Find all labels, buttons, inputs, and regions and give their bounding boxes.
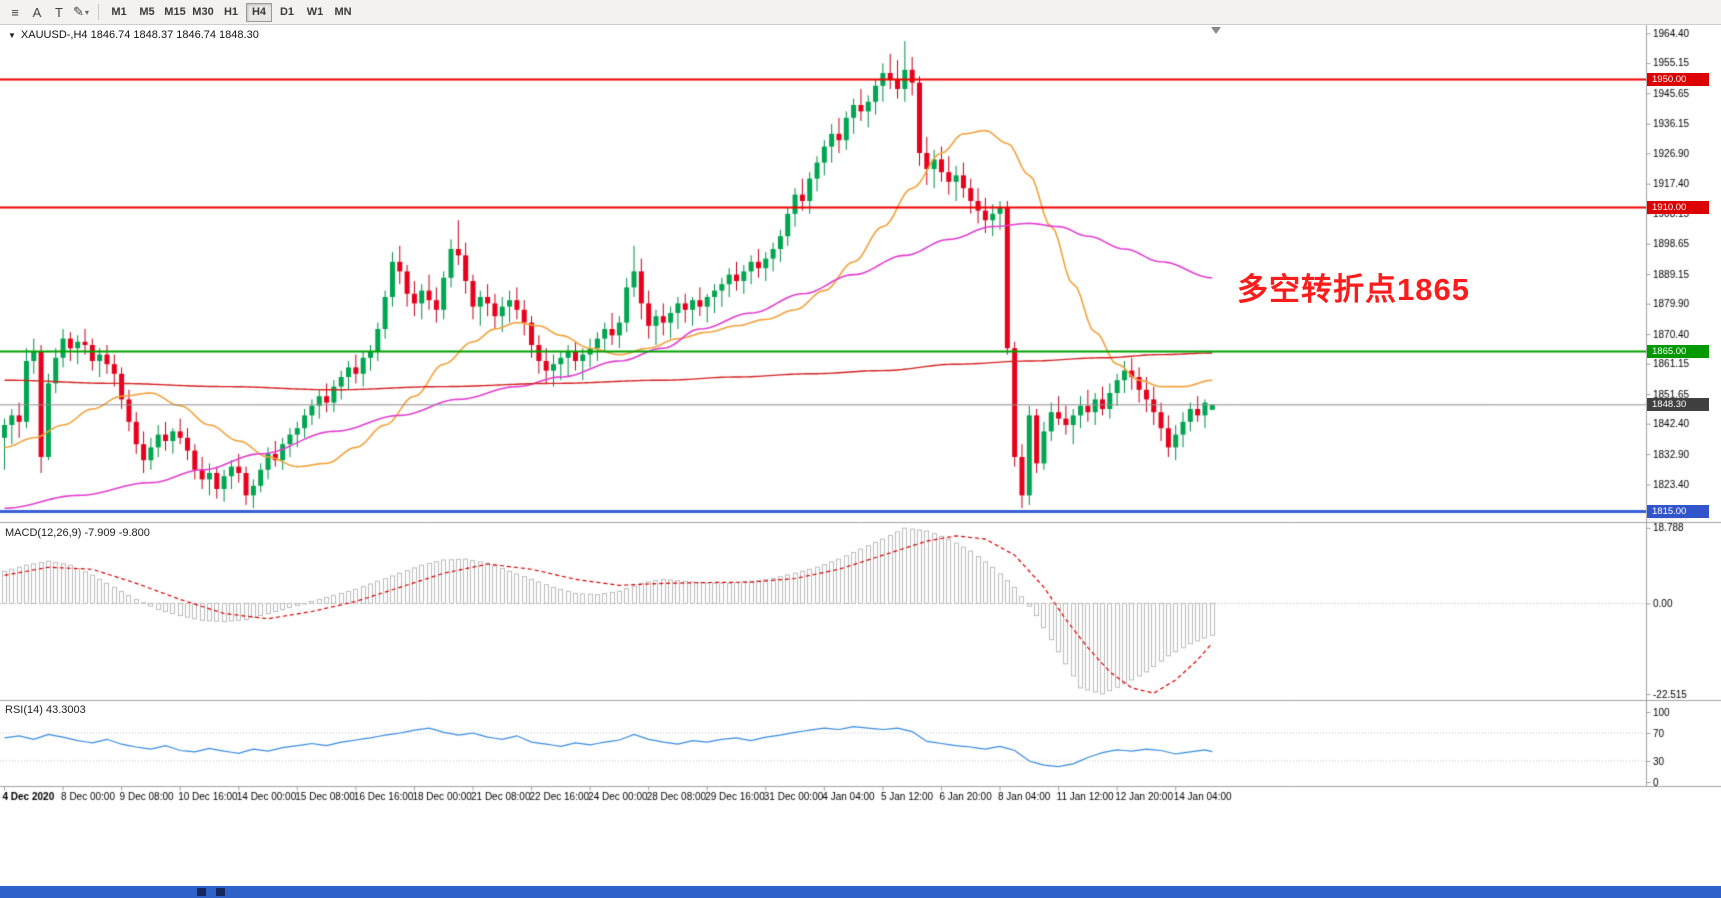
timeframe-mn-button[interactable]: MN (334, 6, 352, 18)
timeframe-h1-button[interactable]: H1 (223, 6, 239, 18)
bottom-bar-marker (216, 888, 225, 896)
text-tool[interactable]: A (32, 4, 42, 20)
chart-area[interactable] (0, 25, 1721, 811)
timeframe-m5-button[interactable]: M5 (139, 6, 155, 18)
bottom-bar-marker (197, 888, 206, 896)
timeframe-m1-button[interactable]: M1 (111, 6, 127, 18)
rsi-pane-separator[interactable] (0, 698, 1721, 703)
price-tag-resistance-1950[interactable]: 1950.00 (1647, 72, 1709, 86)
price-tag-current-price: 1848.30 (1647, 398, 1709, 412)
timeframe-w1-button[interactable]: W1 (306, 6, 324, 18)
annotation-text[interactable]: 多空转折点1865 (1237, 272, 1470, 307)
price-tag-pivot-1865[interactable]: 1865.00 (1647, 344, 1709, 358)
chart-list-icon[interactable]: ≡ (11, 4, 19, 20)
draw-tool[interactable]: ✎ ▾ (73, 4, 89, 19)
macd-pane-separator[interactable] (0, 519, 1721, 524)
timeframe-group: M1 M5 M15 M30 H1 H4 D1 W1 MN (105, 2, 357, 22)
timeframe-m15-button[interactable]: M15 (164, 6, 186, 18)
timeframe-h4-button[interactable]: H4 (246, 2, 272, 22)
template-tool[interactable]: T (55, 4, 63, 20)
bottom-scrollbar[interactable] (0, 886, 1721, 898)
timeframe-m30-button[interactable]: M30 (192, 6, 214, 18)
price-tag-resistance-1910[interactable]: 1910.00 (1647, 200, 1709, 214)
toolbar: ≡ A T ✎ ▾ M1 M5 M15 M30 H1 H4 D1 W1 MN (0, 0, 1721, 25)
toolbar-separator (98, 4, 99, 20)
price-tag-support-1815[interactable]: 1815.00 (1647, 504, 1709, 518)
toolbar-tools: ≡ A T ✎ ▾ (4, 2, 92, 22)
chart-shift-marker-icon[interactable] (1211, 27, 1221, 34)
timeframe-d1-button[interactable]: D1 (279, 6, 295, 18)
dropdown-caret-icon[interactable]: ▾ (84, 7, 89, 17)
